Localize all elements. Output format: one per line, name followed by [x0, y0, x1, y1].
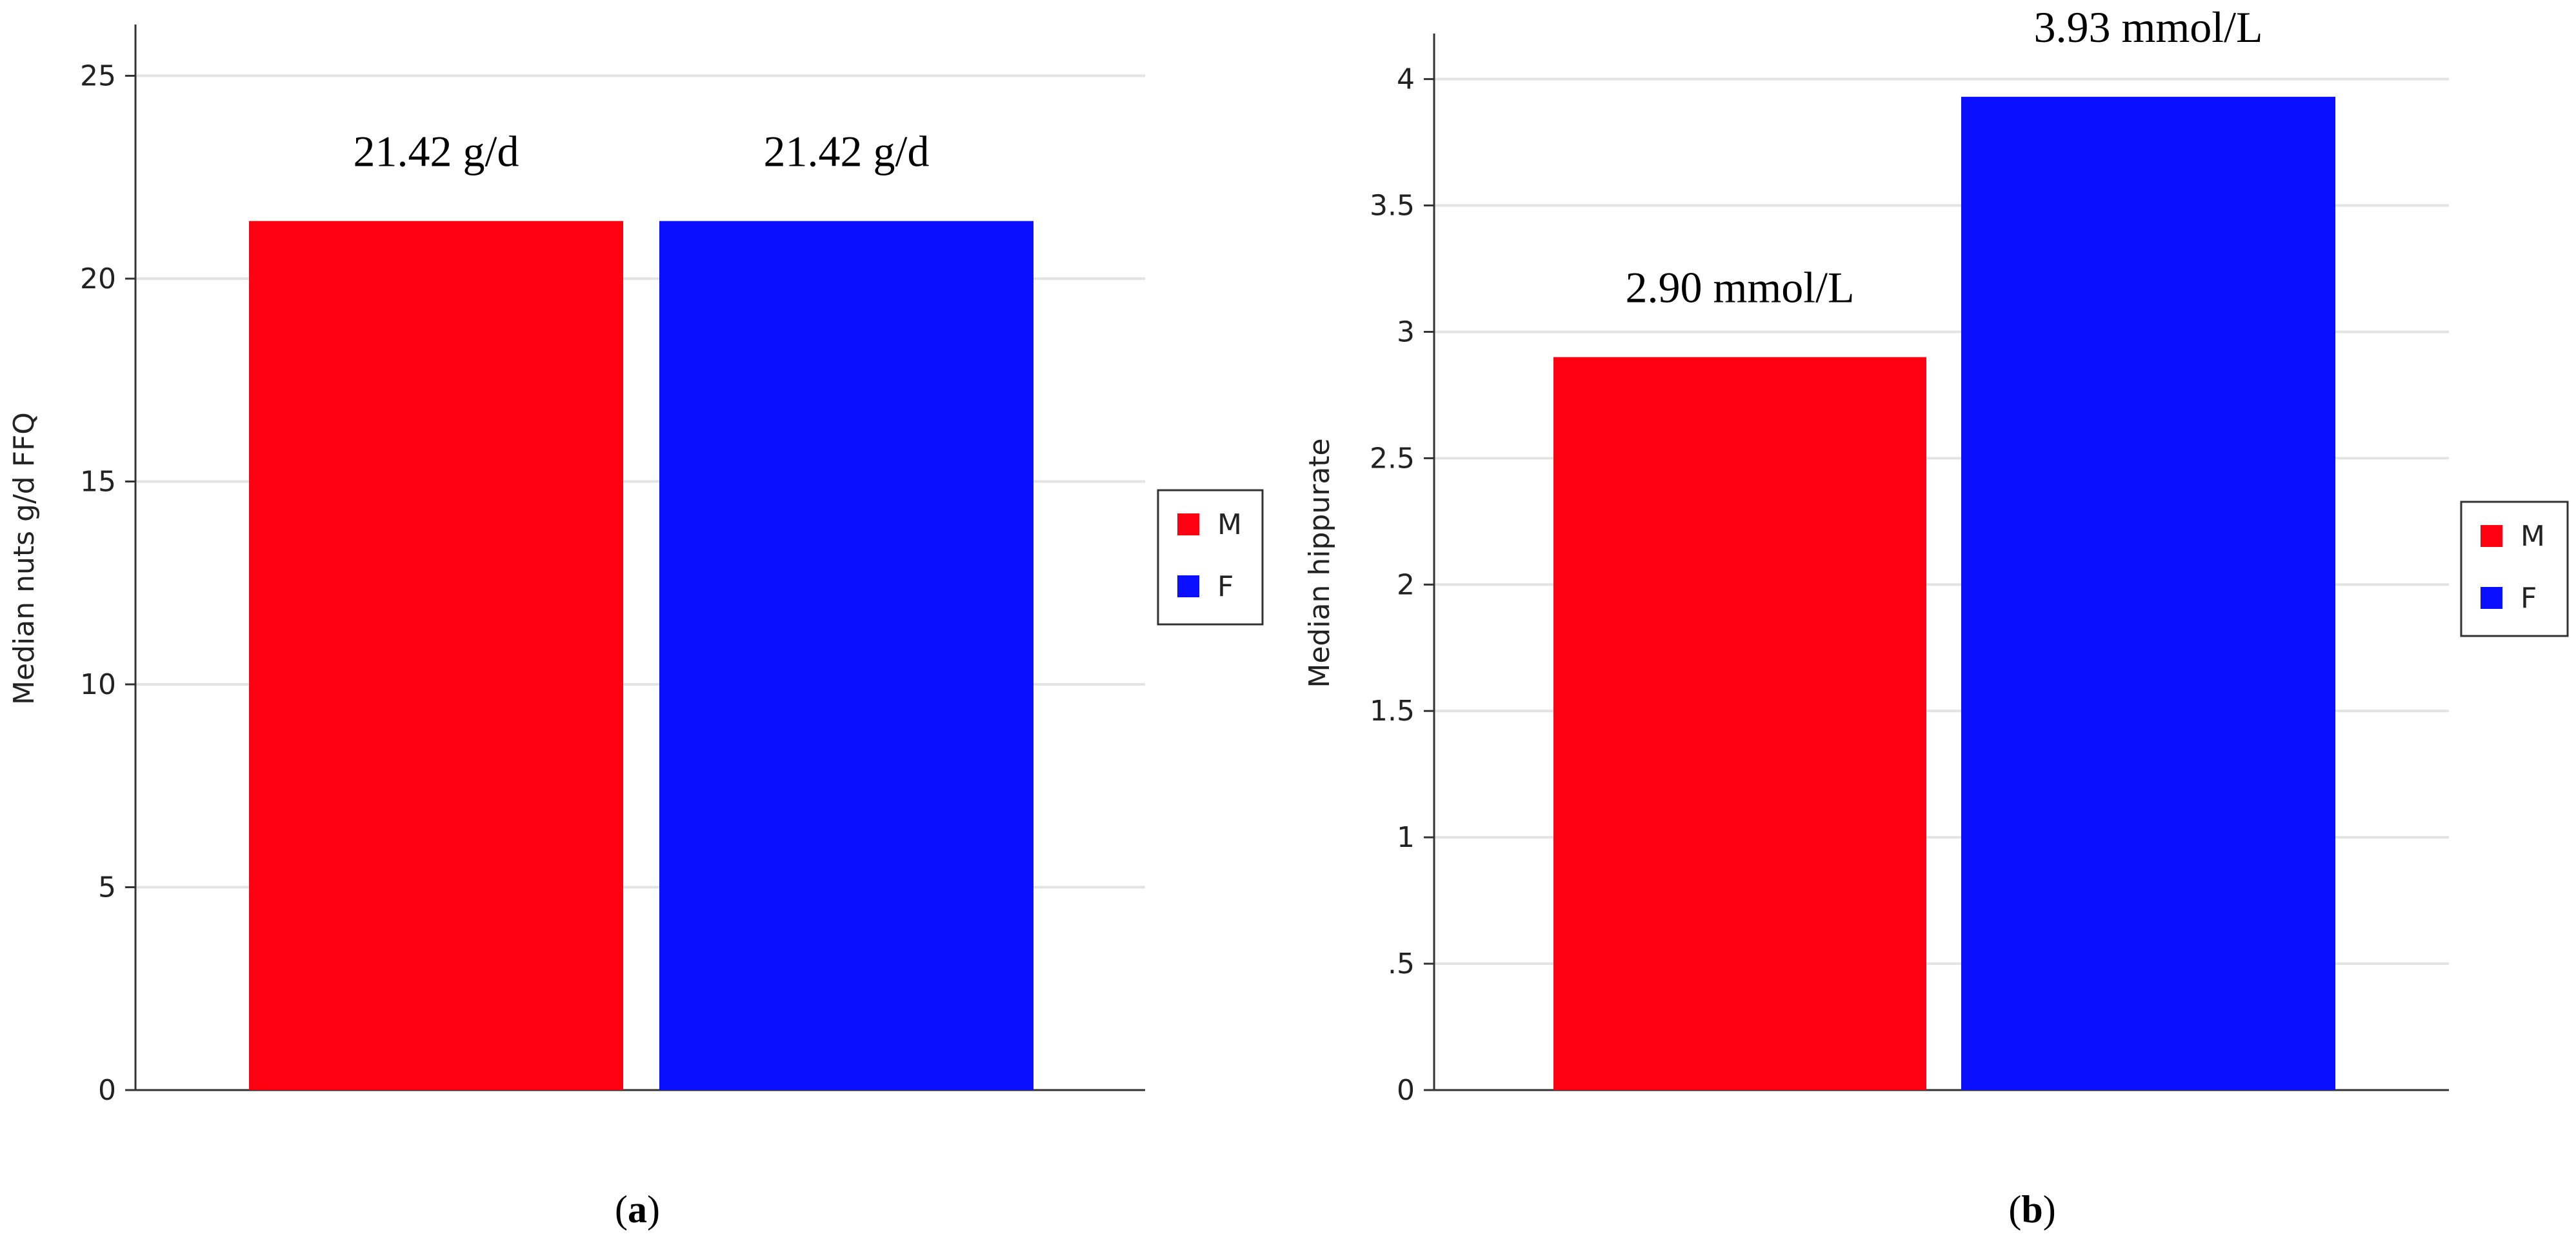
y-tick-label: 0 [98, 1074, 116, 1107]
legend-swatch-f [1177, 575, 1199, 597]
legend-frame [1157, 489, 1264, 626]
bar-m [1553, 357, 1926, 1091]
y-tick-label: 3 [1397, 315, 1415, 348]
panel-b: 0 .5 1 1.5 2 2.5 3 3.5 4 2.90 mmol/L 3.93 mmol/L Me… [1303, 3, 2569, 1231]
y-tick-label: 3.5 [1370, 190, 1415, 223]
legend-frame [2460, 501, 2569, 637]
legend-label: F [1217, 570, 1233, 603]
y-tick-label: 2 [1397, 568, 1415, 601]
bar-f [659, 221, 1033, 1090]
y-axis-label: Median hippurate [1303, 438, 1336, 688]
legend-label: M [1217, 508, 1242, 541]
panel-a: 0 5 10 15 20 25 21.42 g/d 21.42 g/d Median nuts … [8, 25, 1264, 1231]
legend-label: F [2521, 582, 2537, 615]
bar-value-label: 21.42 g/d [764, 127, 930, 176]
panel-label: (a) [615, 1188, 660, 1231]
y-tick-label: 0 [1397, 1074, 1415, 1107]
y-tick-label: 15 [80, 465, 116, 498]
y-tick-label: .5 [1388, 948, 1415, 980]
y-tick-label: 1 [1397, 821, 1415, 854]
bar-m [249, 221, 623, 1090]
bar-value-label: 2.90 mmol/L [1625, 263, 1854, 312]
y-tick-label: 25 [80, 59, 116, 92]
legend: MF [2460, 501, 2569, 637]
bar-value-label: 21.42 g/d [354, 127, 519, 176]
legend-swatch-m [1177, 513, 1199, 535]
panel-label: (b) [2008, 1188, 2055, 1231]
y-tick-label: 20 [80, 263, 116, 295]
legend-label: M [2521, 520, 2545, 553]
bar-f [1961, 97, 2335, 1090]
y-tick-label: 5 [98, 871, 116, 904]
legend-swatch-f [2481, 587, 2502, 609]
bar-value-label: 3.93 mmol/L [2033, 3, 2262, 52]
legend: MF [1157, 489, 1264, 626]
legend-swatch-m [2481, 525, 2502, 547]
y-tick-label: 1.5 [1370, 695, 1415, 728]
y-tick-label: 4 [1397, 63, 1415, 96]
y-tick-label: 2.5 [1370, 442, 1415, 475]
y-axis-label: Median nuts g/d FFQ [8, 412, 41, 705]
y-tick-label: 10 [80, 668, 116, 701]
